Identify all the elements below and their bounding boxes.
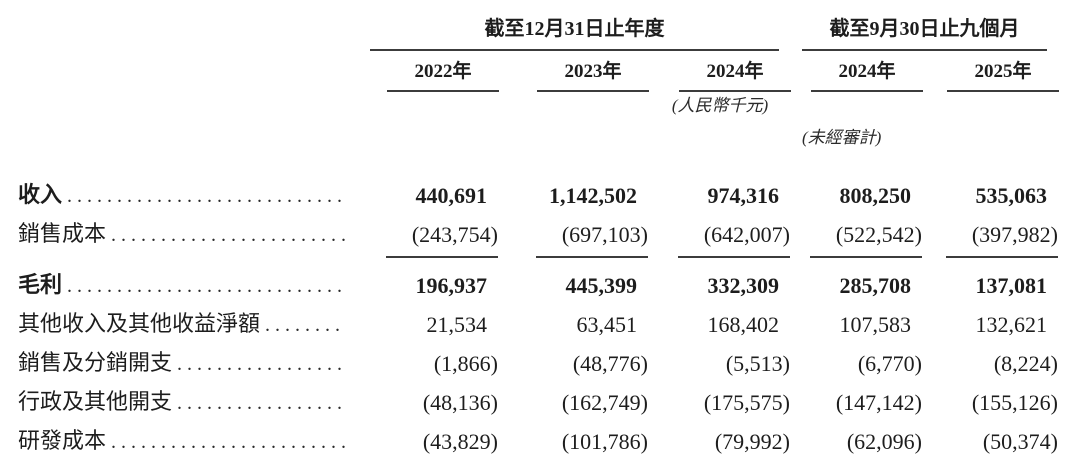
value-cell: 63,451 [576, 312, 638, 337]
value-cell: 132,621 [975, 312, 1048, 337]
row-other-income-net-gains: 其他收入及其他收益淨額 . . . . . . . . . . . . . . … [18, 309, 1080, 340]
currency-unit-note: (人民幣千元) [671, 96, 769, 115]
value-cell: 808,250 [839, 183, 912, 208]
column-header-2022: 2022年 [370, 59, 499, 92]
header-body-gap [18, 150, 1080, 180]
column-rule [536, 256, 648, 258]
value-cell: (48,776) [572, 351, 648, 376]
row-label: 銷售成本 [18, 221, 107, 246]
dot-leader: . . . . . . . . . . . . . . . . . . . . … [111, 431, 345, 453]
value-cell: 168,402 [707, 312, 780, 337]
value-cell: (6,770) [857, 351, 922, 376]
row-rd-costs: 研發成本 . . . . . . . . . . . . . . . . . .… [18, 426, 1080, 457]
row-label: 銷售及分銷開支 [18, 350, 173, 375]
dot-leader: . . . . . . . . . . . . . . . . . . . . … [111, 224, 345, 246]
row-label-cell: 其他收入及其他收益淨額 . . . . . . . . . . . . . . … [18, 309, 370, 340]
period-group-header-row: 截至12月31日止年度 截至9月30日止九個月 [18, 16, 1080, 51]
row-label-cell: 銷售及分銷開支 . . . . . . . . . . . . . . . . … [18, 348, 370, 379]
row-label: 行政及其他開支 [18, 389, 173, 414]
row-label-cell: 銷售成本 . . . . . . . . . . . . . . . . . .… [18, 219, 370, 258]
year-header-row: 2022年 2023年 2024年 2024年 2025年 [18, 59, 1080, 92]
value-cell: (522,542) [802, 220, 923, 258]
dot-leader: . . . . . . . . . . . . . . . . . . . . … [177, 392, 345, 414]
value-cell: 196,937 [415, 273, 488, 298]
value-cell: (8,224) [993, 351, 1058, 376]
row-admin-other-expenses: 行政及其他開支 . . . . . . . . . . . . . . . . … [18, 387, 1080, 418]
value-cell: 1,142,502 [549, 183, 637, 208]
row-label: 收入 [18, 182, 63, 207]
value-cell: (642,007) [649, 220, 791, 258]
value-cell: (175,575) [703, 390, 790, 415]
dot-leader: . . . . . . . . . . . . . . . . . . . . … [67, 185, 345, 207]
column-rule [386, 256, 498, 258]
row-label-cell: 行政及其他開支 . . . . . . . . . . . . . . . . … [18, 387, 370, 418]
period-group-annual: 截至12月31日止年度 [370, 16, 779, 51]
year-label: 2024年 [811, 59, 923, 92]
row-label-cell: 收入 . . . . . . . . . . . . . . . . . . .… [18, 180, 370, 211]
value-cell: 21,534 [426, 312, 488, 337]
year-label: 2025年 [947, 59, 1059, 92]
dot-leader: . . . . . . . . . . . . . . . . . . . . … [67, 275, 345, 297]
value-cell: (155,126) [971, 390, 1058, 415]
value-cell: (697,103) [499, 220, 649, 258]
column-header-2024-nine-months: 2024年 [802, 59, 923, 92]
audit-note-row: (未經審計) [18, 118, 1080, 150]
value-cell: 440,691 [415, 183, 488, 208]
value-cell: (62,096) [846, 429, 922, 454]
column-rule [946, 256, 1058, 258]
row-selling-distribution-expenses: 銷售及分銷開支 . . . . . . . . . . . . . . . . … [18, 348, 1080, 379]
value-cell: 137,081 [975, 273, 1048, 298]
row-gross-profit: 毛利 . . . . . . . . . . . . . . . . . . .… [18, 270, 1080, 301]
dot-leader: . . . . . . . . . . . . . . . . . . . . … [265, 314, 345, 336]
value-cell: (1,866) [433, 351, 498, 376]
row-cost-of-sales: 銷售成本 . . . . . . . . . . . . . . . . . .… [18, 219, 1080, 258]
column-header-2023: 2023年 [499, 59, 649, 92]
dot-leader: . . . . . . . . . . . . . . . . . . . . … [177, 353, 345, 375]
row-label-cell: 研發成本 . . . . . . . . . . . . . . . . . .… [18, 426, 370, 457]
value-cell: 107,583 [839, 312, 912, 337]
value-cell: 285,708 [839, 273, 912, 298]
column-rule [810, 256, 922, 258]
value-cell: (397,982) [923, 220, 1059, 258]
value-cell: (79,992) [714, 429, 790, 454]
year-label: 2024年 [679, 59, 791, 92]
value-cell: (243,754) [370, 220, 499, 258]
value-cell: (147,142) [835, 390, 922, 415]
value-cell: (48,136) [422, 390, 498, 415]
value-cell: 535,063 [975, 183, 1048, 208]
row-revenue: 收入 . . . . . . . . . . . . . . . . . . .… [18, 180, 1080, 211]
value-cell: (50,374) [982, 429, 1058, 454]
value-cell: (162,749) [561, 390, 648, 415]
column-header-2024-annual: 2024年 [649, 59, 791, 92]
period-group-nine-months: 截至9月30日止九個月 [802, 16, 1047, 51]
currency-note-row: (人民幣千元) [18, 92, 1080, 118]
row-label-cell: 毛利 . . . . . . . . . . . . . . . . . . .… [18, 270, 370, 301]
column-rule [678, 256, 790, 258]
year-label: 2022年 [387, 59, 499, 92]
unaudited-note: (未經審計) [802, 128, 882, 147]
year-label: 2023年 [537, 59, 649, 92]
value-cell: (101,786) [561, 429, 648, 454]
value-cell: 445,399 [565, 273, 638, 298]
row-label: 毛利 [18, 272, 63, 297]
value-cell: (5,513) [725, 351, 790, 376]
row-label: 研發成本 [18, 428, 107, 453]
value-cell: (43,829) [422, 429, 498, 454]
column-header-2025: 2025年 [923, 59, 1059, 92]
row-label: 其他收入及其他收益淨額 [18, 311, 261, 336]
value-cell: 332,309 [707, 273, 780, 298]
value-cell: 974,316 [707, 183, 780, 208]
